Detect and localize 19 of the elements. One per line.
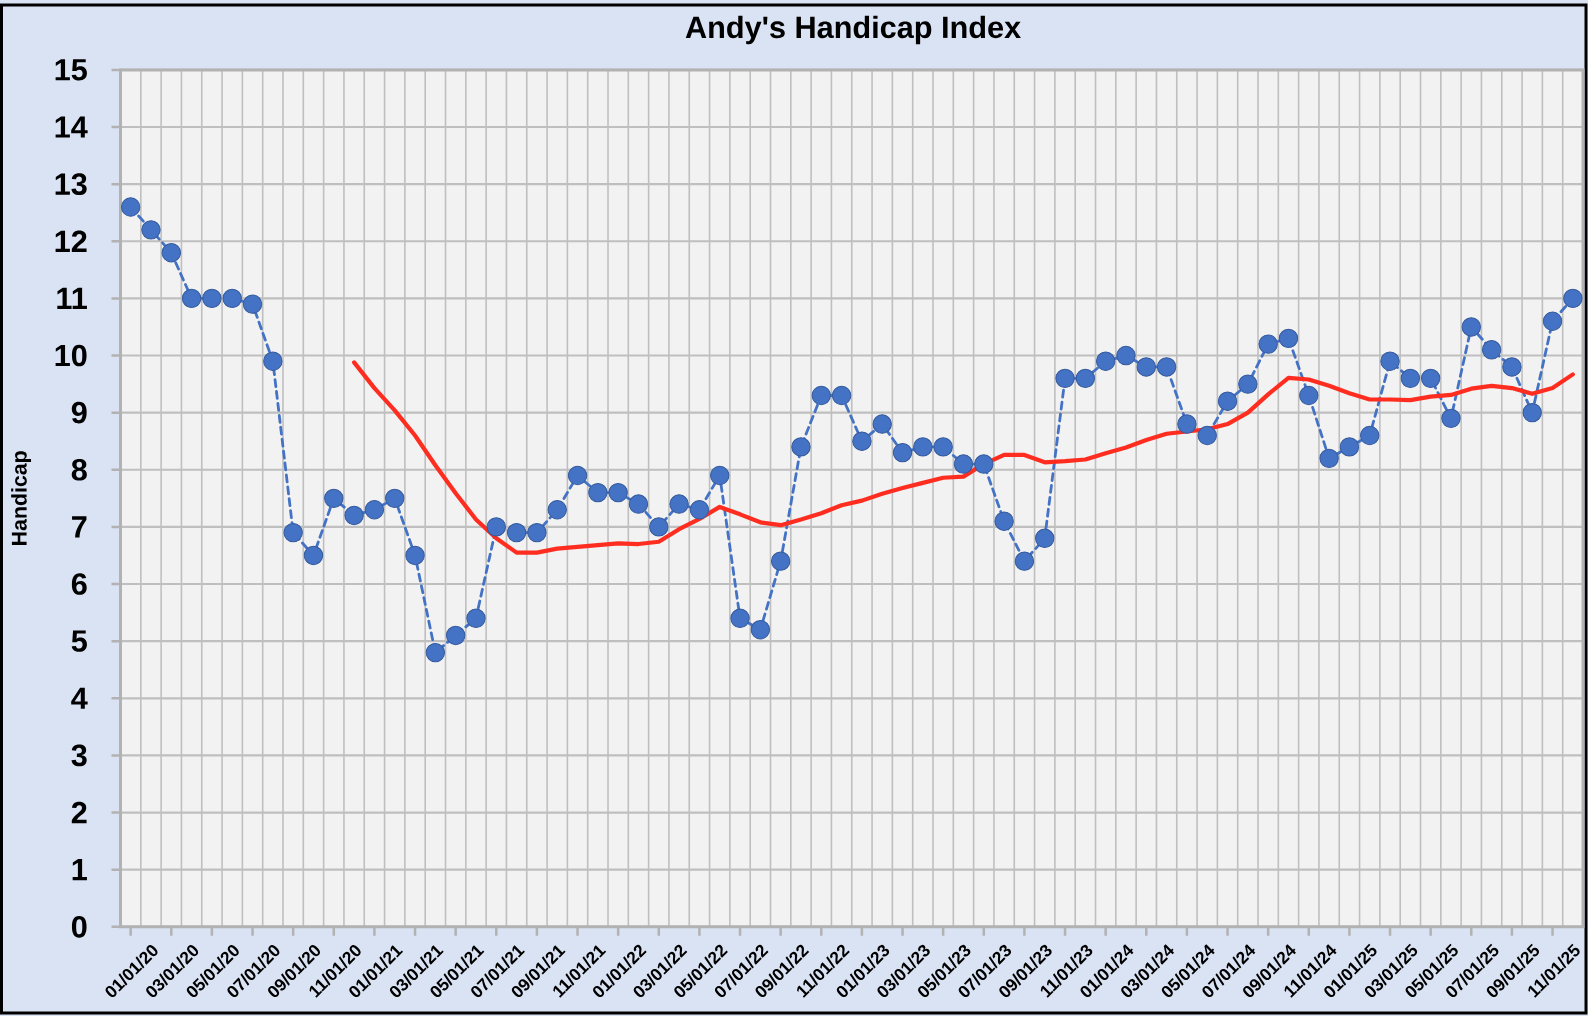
y-tick-label: 14 <box>55 116 88 138</box>
y-tick-label: 0 <box>71 915 87 938</box>
y-axis-title: Handicap <box>11 451 32 545</box>
line-series <box>352 360 1575 555</box>
chart-title: Andy's Handicap Index <box>685 15 1021 45</box>
y-tick-label: 3 <box>71 744 87 767</box>
y-tick-label: 11 <box>57 287 87 309</box>
y-tick-label: 15 <box>55 59 87 81</box>
y-tick-label: 7 <box>72 516 87 538</box>
y-tick-label: 13 <box>55 173 87 196</box>
y-tick-label: 9 <box>71 401 87 424</box>
y-tick-label: 1 <box>72 859 87 881</box>
y-tick-label: 12 <box>55 230 87 252</box>
y-tick-label: 6 <box>71 573 87 595</box>
y-tick-label: 8 <box>71 458 87 481</box>
y-tick-label: 4 <box>71 687 88 709</box>
y-tick-label: 2 <box>71 801 87 824</box>
y-tick-label: 10 <box>55 344 87 367</box>
y-tick-label: 5 <box>71 630 87 652</box>
